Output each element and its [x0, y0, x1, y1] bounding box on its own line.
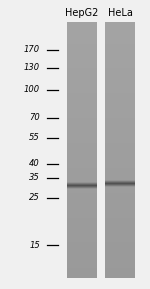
- Text: 15: 15: [29, 240, 40, 249]
- Text: HepG2: HepG2: [65, 8, 99, 18]
- Text: 100: 100: [24, 86, 40, 95]
- Text: 40: 40: [29, 160, 40, 168]
- Text: 70: 70: [29, 114, 40, 123]
- Text: 25: 25: [29, 194, 40, 203]
- Text: 55: 55: [29, 134, 40, 142]
- Text: HeLa: HeLa: [108, 8, 132, 18]
- Text: 130: 130: [24, 64, 40, 73]
- Text: 35: 35: [29, 173, 40, 182]
- Text: 170: 170: [24, 45, 40, 55]
